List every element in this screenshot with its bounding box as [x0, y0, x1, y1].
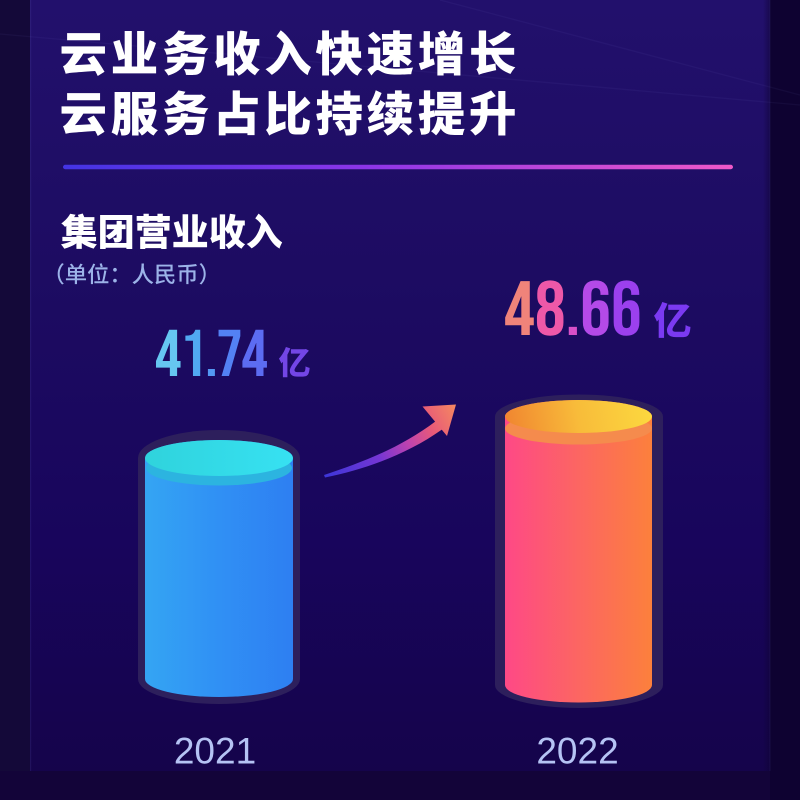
- svg-text:2022: 2022: [536, 731, 618, 772]
- svg-text:2021: 2021: [174, 731, 256, 772]
